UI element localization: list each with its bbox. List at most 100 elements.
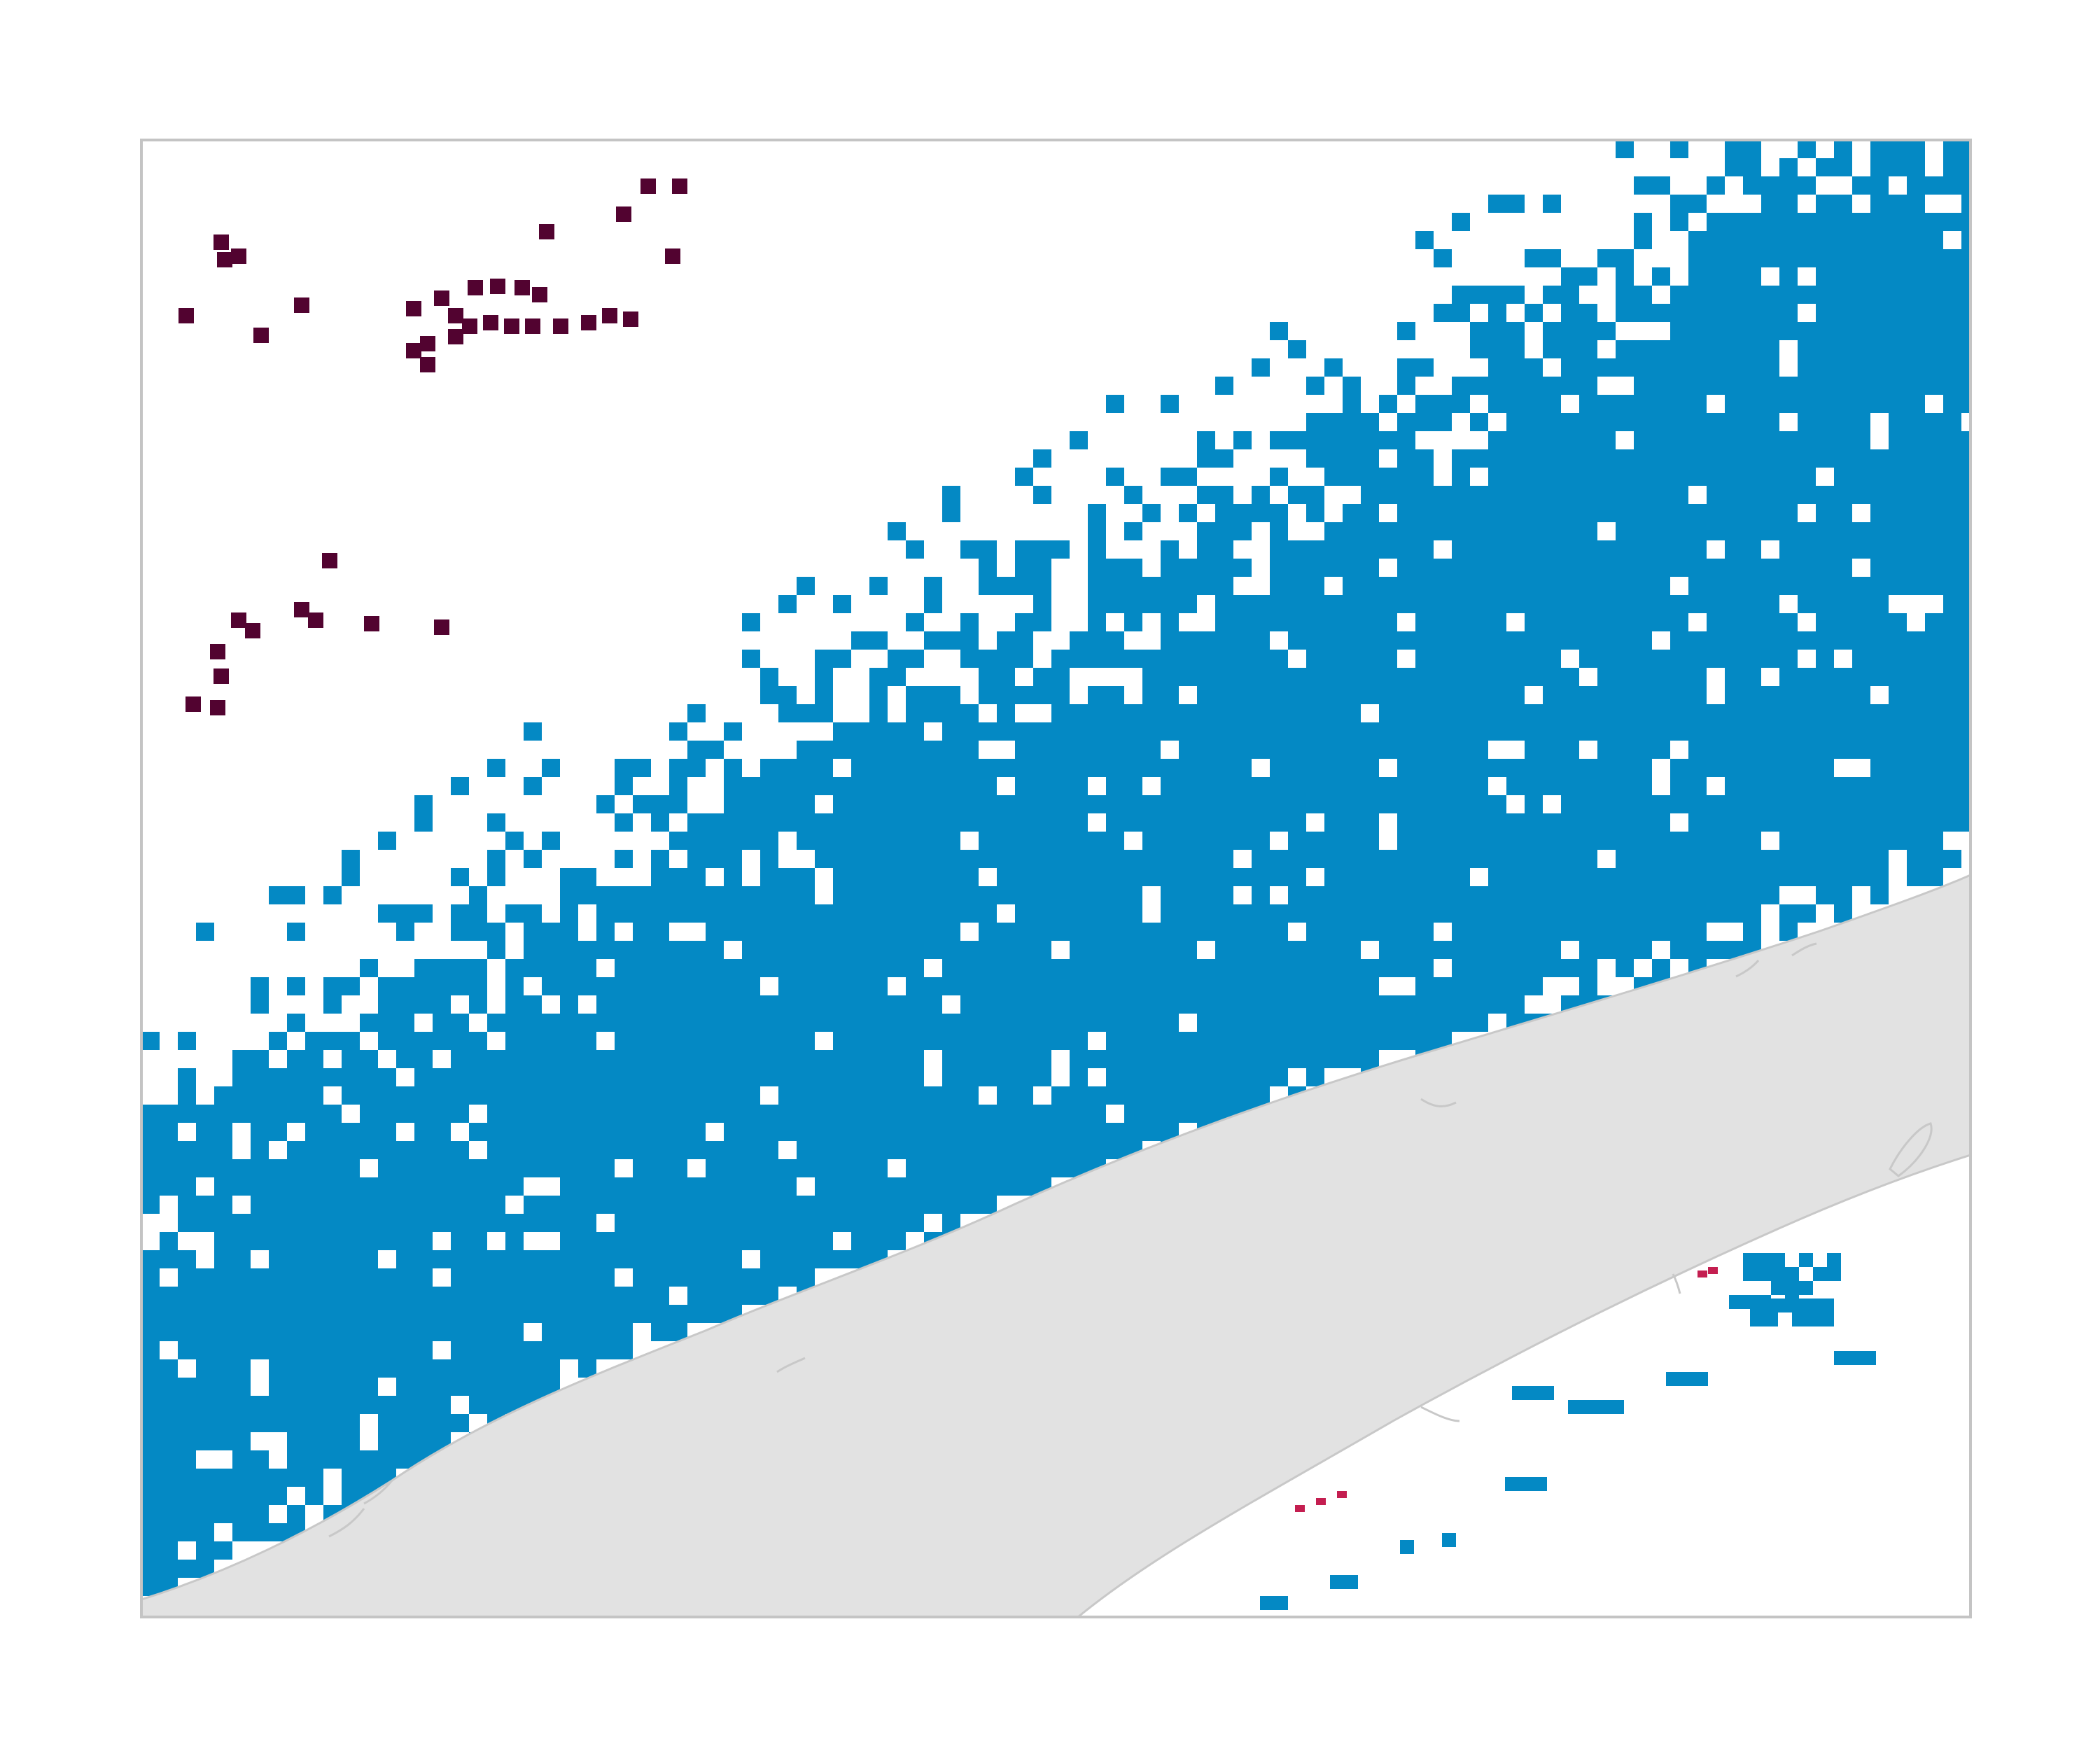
cover-cell (269, 1487, 287, 1505)
cover-cell (1124, 777, 1142, 795)
cover-cell (1506, 704, 1525, 722)
cover-cell (1707, 613, 1725, 631)
cover-cell (1597, 923, 1616, 941)
cover-cell (888, 959, 906, 977)
cover-cell (1452, 213, 1470, 231)
cover-cell (1725, 486, 1743, 504)
cover-cell (269, 1341, 287, 1359)
cover-cell (323, 1214, 342, 1232)
cover-cell (687, 904, 706, 923)
cover-cell (1707, 850, 1725, 868)
cover-cell (1743, 813, 1761, 832)
cover-cell (997, 1177, 1015, 1196)
cover-cell (960, 722, 979, 741)
cover-cell (1015, 1086, 1033, 1105)
cover-cell (1070, 1032, 1088, 1050)
cover-cell (1252, 504, 1270, 522)
cover-cell (1907, 741, 1925, 759)
cover-cell (1051, 904, 1070, 923)
cover-cell (1233, 522, 1252, 540)
cover-cell (1743, 1267, 1757, 1281)
cover-cell (378, 1141, 396, 1159)
cover-cell (178, 1196, 196, 1214)
cover-cell (869, 686, 888, 704)
cover-cell (760, 941, 778, 959)
cover-cell (1197, 1014, 1215, 1032)
cover-cell (1961, 213, 1970, 231)
cover-cell (1707, 522, 1725, 540)
cover-cell (1233, 704, 1252, 722)
cover-cell (1616, 686, 1634, 704)
cover-cell (1561, 595, 1579, 613)
cover-cell (269, 886, 287, 904)
cover-cell (505, 1305, 524, 1323)
cover-cell (1852, 322, 1870, 340)
cover-cell (1907, 377, 1925, 395)
cover-cell (287, 1287, 305, 1305)
cover-cell (1961, 486, 1970, 504)
cover-cell (1379, 540, 1397, 559)
cover-cell (1142, 795, 1161, 813)
cover-cell (1852, 540, 1870, 559)
cover-cell (888, 1232, 906, 1250)
cover-cell (960, 1068, 979, 1086)
cover-cell (360, 1323, 378, 1341)
cover-cell (1415, 959, 1434, 977)
cover-cell (1848, 1351, 1862, 1365)
cover-cell (1179, 577, 1197, 595)
cover-cell (997, 995, 1015, 1014)
cover-cell (1798, 795, 1816, 813)
cover-cell (1816, 377, 1834, 395)
cover-cell (1834, 668, 1852, 686)
cover-cell (1725, 832, 1743, 850)
cover-cell (1579, 631, 1597, 650)
cover-cell (1470, 540, 1488, 559)
cover-cell (1834, 486, 1852, 504)
cover-cell (1488, 286, 1506, 304)
cover-cell (1540, 1386, 1554, 1400)
cover-cell (542, 977, 560, 995)
cover-cell (560, 1159, 578, 1177)
cover-cell (924, 704, 942, 722)
cover-cell (669, 1068, 687, 1086)
cover-cell (851, 995, 869, 1014)
cover-cell (888, 1068, 906, 1086)
cover-cell (1561, 431, 1579, 449)
cover-cell (1015, 1050, 1033, 1068)
cover-cell (960, 1105, 979, 1123)
cover-cell (1306, 832, 1324, 850)
cover-cell (1634, 358, 1652, 377)
cover-cell (360, 959, 378, 977)
cover-cell (1343, 741, 1361, 759)
cover-cell (1506, 449, 1525, 468)
cover-cell (1324, 1014, 1343, 1032)
cover-cell (1707, 413, 1725, 431)
cover-cell (1506, 668, 1525, 686)
cover-cell (1816, 686, 1834, 704)
cover-cell (1743, 559, 1761, 577)
cover-cell (1616, 468, 1634, 486)
cover-cell (1798, 231, 1816, 249)
cover-cell (1725, 468, 1743, 486)
cover-cell (797, 741, 815, 759)
cover-cell (1961, 468, 1970, 486)
cover-cell (1925, 741, 1943, 759)
cover-cell (1397, 813, 1415, 832)
cover-cell (1813, 1267, 1827, 1281)
cover-cell (251, 977, 269, 995)
cover-cell (1179, 977, 1197, 995)
cover-cell (1634, 540, 1652, 559)
cover-cell (560, 1105, 578, 1123)
cover-cell (833, 850, 851, 868)
cover-cell (833, 1177, 851, 1196)
cover-cell (1543, 631, 1561, 650)
cover-cell (1779, 813, 1798, 832)
cover-cell (1634, 832, 1652, 850)
cover-cell (1816, 722, 1834, 741)
cover-cell (1761, 595, 1779, 613)
cover-cell (1688, 813, 1707, 832)
cover-cell (924, 1123, 942, 1141)
cover-cell (615, 813, 633, 832)
cover-cell (1943, 686, 1961, 704)
cover-cell (1306, 486, 1324, 504)
